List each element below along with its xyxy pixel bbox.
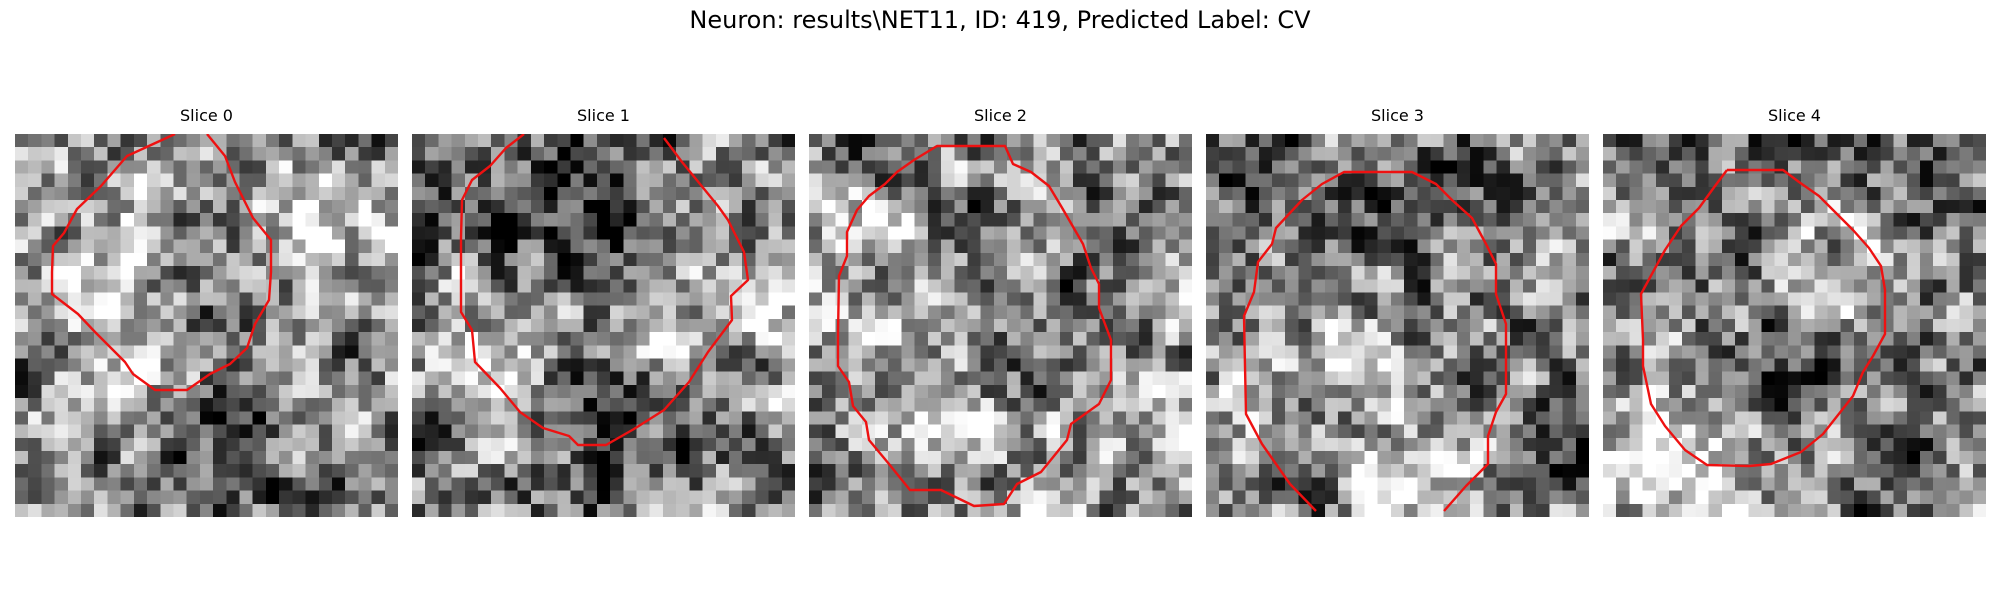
slice-image bbox=[15, 134, 398, 517]
slice-title: Slice 0 bbox=[180, 106, 233, 125]
neuron-contour bbox=[1242, 170, 1508, 512]
slice-title: Slice 1 bbox=[577, 106, 630, 125]
slice-image bbox=[809, 134, 1192, 517]
slice-panel-4: Slice 4 bbox=[1603, 104, 1986, 517]
slice-image bbox=[1603, 134, 1986, 517]
microscopy-image bbox=[15, 134, 398, 517]
slice-title: Slice 3 bbox=[1371, 106, 1424, 125]
microscopy-image bbox=[809, 134, 1192, 517]
neuron-contour bbox=[50, 134, 273, 392]
slice-panel-2: Slice 2 bbox=[809, 104, 1192, 517]
neuron-contour bbox=[1639, 168, 1887, 468]
microscopy-image bbox=[412, 134, 795, 517]
slice-title: Slice 4 bbox=[1768, 106, 1821, 125]
slice-title: Slice 2 bbox=[974, 106, 1027, 125]
microscopy-image bbox=[1603, 134, 1986, 517]
slice-panel-1: Slice 1 bbox=[412, 104, 795, 517]
slice-image bbox=[1206, 134, 1589, 517]
slice-image bbox=[412, 134, 795, 517]
slice-panel-3: Slice 3 bbox=[1206, 104, 1589, 517]
slice-panel-0: Slice 0 bbox=[15, 104, 398, 517]
figure-title: Neuron: results\NET11, ID: 419, Predicte… bbox=[689, 6, 1311, 34]
neuron-contour bbox=[459, 134, 750, 447]
neuron-contour bbox=[836, 144, 1113, 508]
